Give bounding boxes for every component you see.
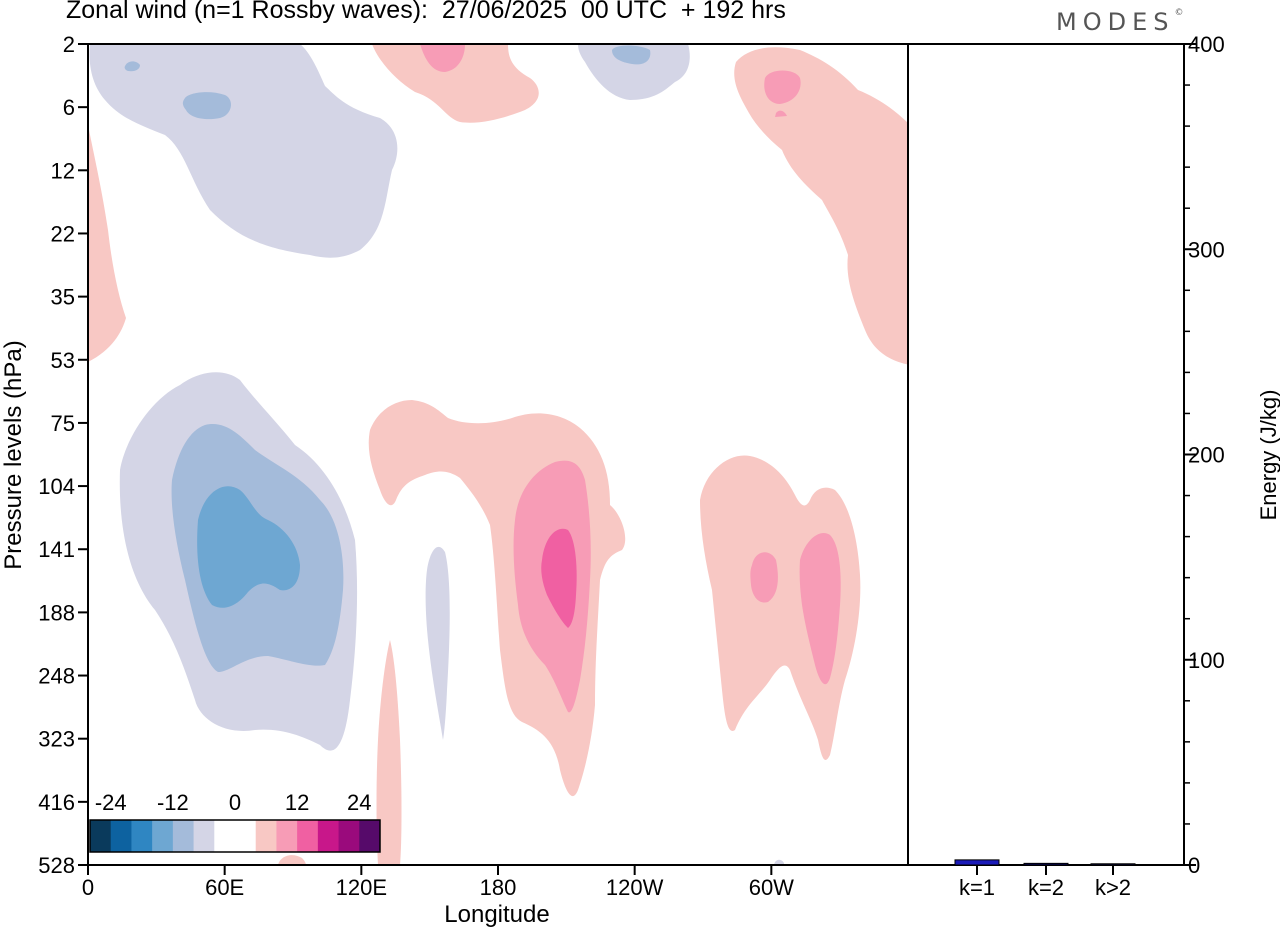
contour-field — [88, 44, 908, 865]
contour-neg-sliver — [425, 546, 450, 740]
energy-axis: 0 100 200 300 400 — [1184, 32, 1225, 878]
y-tick-label: 323 — [38, 727, 75, 752]
contour-pos-lower-right-inner-b — [799, 532, 841, 685]
energy-tick-label: 100 — [1188, 648, 1225, 673]
colorbar-tick-label: 24 — [347, 790, 371, 815]
colorbar-swatch — [276, 820, 298, 852]
y-tick-label: 75 — [51, 411, 75, 436]
modes-logo: MODES© — [1056, 8, 1183, 36]
x-axis-label: Longitude — [444, 901, 549, 928]
energy-bar — [1023, 862, 1069, 866]
colorbar-swatch — [255, 820, 277, 852]
y-tick-label: 35 — [51, 285, 75, 310]
colorbar-swatch — [110, 820, 132, 852]
colorbar-swatch — [235, 820, 257, 852]
y-tick-label: 416 — [38, 790, 75, 815]
colorbar-frame — [89, 819, 381, 853]
y-tick-label: 528 — [38, 853, 75, 878]
colorbar: -24 -12 0 12 24 — [89, 790, 381, 853]
colorbar-tick-label: 12 — [285, 790, 309, 815]
energy-tick-label: 300 — [1188, 237, 1225, 262]
x-tick-label: 60W — [749, 875, 794, 900]
contour-pos-upper-a-outer — [372, 44, 539, 123]
energy-axis-label: Energy (J/kg) — [1256, 390, 1280, 521]
energy-tick-label: 200 — [1188, 443, 1225, 468]
colorbar-swatch — [297, 820, 319, 852]
y-tick-label: 188 — [38, 600, 75, 625]
colorbar-swatch — [152, 820, 174, 852]
logo-text: MODES — [1056, 8, 1175, 36]
energy-category-label: k=1 — [959, 875, 995, 900]
y-tick-label: 104 — [38, 474, 75, 499]
contour-neg-bottom-blob — [774, 859, 784, 865]
y-tick-label: 2 — [63, 32, 75, 57]
colorbar-swatch — [338, 820, 360, 852]
contour-neg-top-center-inner — [612, 45, 651, 65]
colorbar-swatch — [90, 820, 112, 852]
contour-neg-upper-inner-a — [182, 92, 232, 120]
colorbar-swatch — [214, 820, 236, 852]
contour-pos-lower-center-inner — [541, 528, 577, 628]
pressure-axis: 2 6 12 22 35 53 75 104 141 188 248 323 416 528 — [38, 32, 88, 878]
contour-neg-top-center-outer — [578, 44, 690, 100]
contour-pos-upper-b-inner — [764, 70, 801, 104]
y-tick-label: 6 — [63, 95, 75, 120]
y-tick-label: 248 — [38, 664, 75, 689]
colorbar-swatch — [317, 820, 340, 852]
energy-category-label: k>2 — [1095, 875, 1131, 900]
energy-category-label: k=2 — [1028, 875, 1064, 900]
y-tick-label: 22 — [51, 221, 75, 246]
colorbar-swatch — [131, 820, 153, 852]
colorbar-tick-label: 0 — [229, 790, 241, 815]
colorbar-swatch — [359, 820, 381, 852]
colorbar-tick-label: -24 — [95, 790, 127, 815]
y-tick-label: 141 — [38, 537, 75, 562]
logo-mark: © — [1174, 8, 1184, 18]
colorbar-swatch — [172, 820, 195, 852]
chart-title: Zonal wind (n=1 Rossby waves): 27/06/202… — [66, 0, 786, 24]
energy-bar — [954, 859, 1000, 866]
colorbar-swatch — [193, 820, 215, 852]
contour-neg-upper-outer — [89, 44, 398, 258]
contour-pos-upper-a-inner — [420, 44, 465, 72]
y-tick-label: 12 — [51, 158, 75, 183]
x-tick-label: 120W — [606, 875, 664, 900]
contour-pos-bottom-blob — [278, 855, 306, 865]
contour-pos-strip-128e — [376, 640, 402, 865]
energy-bars: k=1 k=2 k>2 — [954, 859, 1136, 900]
contour-pos-left-strip — [88, 125, 126, 362]
contour-neg-upper-inner-b — [124, 61, 140, 72]
contour-pos-upper-b-outer — [734, 47, 908, 365]
contour-neg-lower-inner — [197, 486, 300, 608]
x-tick-label: 180 — [480, 875, 517, 900]
colorbar-tick-label: -12 — [157, 790, 189, 815]
y-axis-label: Pressure levels (hPa) — [0, 340, 27, 569]
y-tick-label: 53 — [51, 348, 75, 373]
x-tick-label: 60E — [205, 875, 244, 900]
contour-pos-lower-right-outer — [700, 455, 861, 760]
contour-pos-lower-right-inner-a — [750, 552, 778, 603]
energy-bar — [1090, 863, 1136, 866]
energy-tick-label: 0 — [1188, 853, 1200, 878]
x-tick-label: 120E — [336, 875, 387, 900]
contour-pos-upper-b-dot — [775, 110, 787, 117]
longitude-axis: 0 60E 120E 180 120W 60W — [82, 865, 794, 900]
x-tick-label: 0 — [82, 875, 94, 900]
energy-tick-label: 400 — [1188, 32, 1225, 57]
